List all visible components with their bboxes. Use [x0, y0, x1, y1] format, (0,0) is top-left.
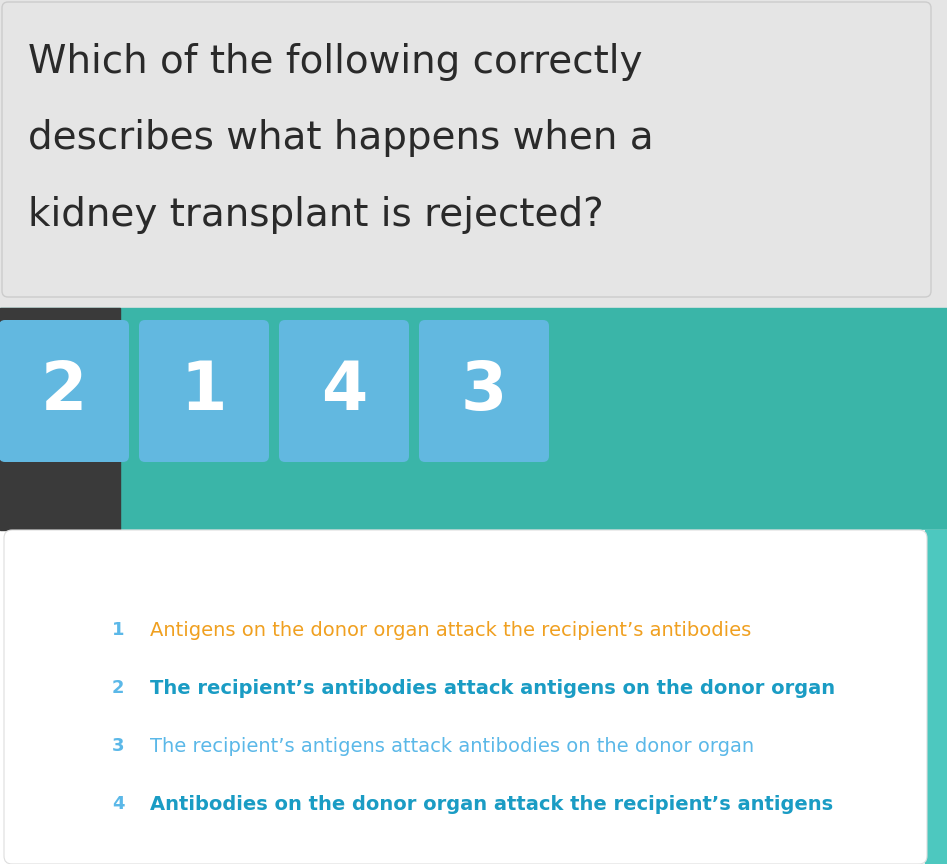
Text: Which of the following correctly: Which of the following correctly: [28, 43, 642, 81]
Text: Antibodies on the donor organ attack the recipient’s antigens: Antibodies on the donor organ attack the…: [150, 795, 833, 814]
Text: 4: 4: [112, 795, 124, 813]
FancyBboxPatch shape: [419, 320, 549, 462]
Bar: [925, 530, 947, 864]
FancyBboxPatch shape: [4, 530, 927, 864]
Text: 3: 3: [112, 737, 124, 755]
Text: The recipient’s antigens attack antibodies on the donor organ: The recipient’s antigens attack antibodi…: [150, 736, 754, 755]
Text: 4: 4: [321, 358, 367, 424]
Text: 2: 2: [41, 358, 87, 424]
FancyBboxPatch shape: [2, 2, 931, 297]
Bar: [0, 308, 947, 530]
Text: 1: 1: [181, 358, 227, 424]
Text: 3: 3: [461, 358, 508, 424]
Bar: [0, 530, 947, 864]
Text: 1: 1: [112, 621, 124, 639]
Bar: [0, 0, 947, 308]
Text: kidney transplant is rejected?: kidney transplant is rejected?: [28, 196, 604, 234]
Bar: [0, 308, 120, 530]
Text: 2: 2: [112, 679, 124, 697]
FancyBboxPatch shape: [139, 320, 269, 462]
FancyBboxPatch shape: [279, 320, 409, 462]
Text: describes what happens when a: describes what happens when a: [28, 119, 653, 157]
Text: The recipient’s antibodies attack antigens on the donor organ: The recipient’s antibodies attack antige…: [150, 678, 835, 697]
Text: Antigens on the donor organ attack the recipient’s antibodies: Antigens on the donor organ attack the r…: [150, 620, 751, 639]
FancyBboxPatch shape: [0, 320, 129, 462]
